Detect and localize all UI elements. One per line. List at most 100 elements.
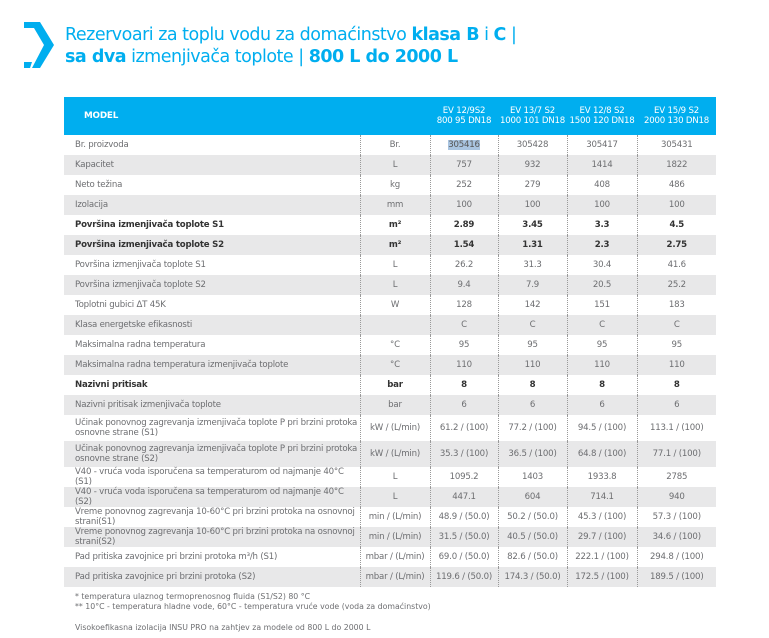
title-text: izmenjivača toplote | [126,47,309,67]
row-label: Površina izmenjivača toplote S2 [75,280,206,290]
row-value: 20.5 [566,275,637,295]
row-label: Površina izmenjivača toplote S2 [75,240,224,250]
row-value: 94.5 / (100) [566,415,637,441]
row-value: 26.2 [429,255,498,275]
table-row: V40 - vruća voda isporučena sa temperatu… [64,487,716,507]
row-value: 100 [497,195,567,215]
row-value: 34.6 / (100) [636,527,716,547]
row-value: 305428 [497,135,567,155]
row-value: 189.5 / (100) [636,567,716,587]
row-value: 294.8 / (100) [636,547,716,567]
page-title: Rezervoari za toplu vodu za domaćinstvo … [65,24,517,68]
row-value: 100 [636,195,716,215]
row-value: 48.9 / (50.0) [429,507,498,527]
row-unit: W [359,295,430,315]
row-value: 100 [566,195,637,215]
table-row: Maksimalna radna temperatura °C 95 95 95 95 [64,335,716,355]
table-header: MODEL EV 12/9S2 800 95 DN18 EV 13/7 S2 100… [64,97,716,135]
row-value: 142 [497,295,567,315]
table-row: Pad pritiska zavojnice pri brzini protok… [64,567,716,587]
title-text: i [479,25,494,45]
row-value: 486 [636,175,716,195]
row-label: V40 - vruća voda isporučena sa temperatu… [75,467,344,487]
row-value: 110 [636,355,716,375]
table-row: V40 - vruća voda isporučena sa temperatu… [64,467,716,487]
row-value: 77.1 / (100) [636,441,716,467]
row-unit: m² [359,235,430,255]
row-value: 6 [497,395,567,415]
row-value: 8 [566,375,637,395]
header-unit [360,97,430,135]
table-row: Toplotni gubici ΔT 45K W 128 142 151 183 [64,295,716,315]
row-unit: L [359,487,430,507]
row-value: 174.3 / (50.0) [497,567,567,587]
row-value: 95 [497,335,567,355]
header-model: MODEL [64,97,360,135]
title-bold: C [493,25,507,45]
row-value: 41.6 [636,255,716,275]
row-value: 29.7 / (100) [566,527,637,547]
row-value: 714.1 [566,487,637,507]
row-value: 40.5 / (50.0) [497,527,567,547]
row-value: 183 [636,295,716,315]
row-value: 252 [429,175,498,195]
row-value: 2785 [636,467,716,487]
row-unit: m² [359,215,430,235]
row-value: 222.1 / (100) [566,547,637,567]
row-unit: mbar / (L/min) [359,547,430,567]
row-value: C [497,315,567,335]
row-unit: °C [359,355,430,375]
row-value: 119.6 / (50.0) [429,567,498,587]
row-value: 113.1 / (100) [636,415,716,441]
row-value: 8 [636,375,716,395]
row-label: Klasa energetske efikasnosti [75,320,193,330]
row-label: Nazivni pritisak [75,380,148,390]
row-unit: °C [359,335,430,355]
row-value: 151 [566,295,637,315]
brand-chevron-icon [24,22,54,68]
row-value: 100 [429,195,498,215]
row-unit: min / (L/min) [359,527,430,547]
footnote: Visokoefikasna izolacija INSU PRO na zah… [75,623,371,632]
row-unit: kW / (L/min) [359,441,430,467]
table-row: Nazivni pritisak bar 8 8 8 8 [64,375,716,395]
row-value: 757 [429,155,498,175]
row-label: Vreme ponovnog zagrevanja 10-60°C pri br… [75,507,355,527]
row-value: 1.31 [497,235,567,255]
row-value: 4.5 [636,215,716,235]
title-text: Rezervoari za toplu vodu za domaćinstvo [65,25,412,45]
table-row: Vreme ponovnog zagrevanja 10-60°C pri br… [64,527,716,547]
row-label: Pad pritiska zavojnice pri brzini protok… [75,572,256,582]
row-value: 6 [429,395,498,415]
row-value: 77.2 / (100) [497,415,567,441]
header-model-col: EV 13/7 S2 1000 101 DN18 [498,97,567,135]
row-value: 6 [566,395,637,415]
row-value: 932 [497,155,567,175]
row-value: 7.9 [497,275,567,295]
row-label: Maksimalna radna temperatura [75,340,206,350]
row-value: 1403 [497,467,567,487]
header-model-col: EV 12/9S2 800 95 DN18 [430,97,498,135]
row-value: 8 [497,375,567,395]
header-model-col: EV 15/9 S2 2000 130 DN18 [637,97,716,135]
table-row: Maksimalna radna temperatura izmenjivača… [64,355,716,375]
row-value: 30.4 [566,255,637,275]
table-row: Kapacitet L 757 932 1414 1822 [64,155,716,175]
row-unit: L [359,155,430,175]
row-label: V40 - vruća voda isporučena sa temperatu… [75,487,344,507]
row-value: 3.3 [566,215,637,235]
row-value: 69.0 / (50.0) [429,547,498,567]
row-value: 82.6 / (50.0) [497,547,567,567]
row-value: 447.1 [429,487,498,507]
row-value: 1.54 [429,235,498,255]
row-value: 305416 [429,135,498,155]
row-label: Nazivni pritisak izmenjivača toplote [75,400,221,410]
row-unit: L [359,255,430,275]
row-label: Kapacitet [75,160,114,170]
row-value: 1414 [566,155,637,175]
row-value: 8 [429,375,498,395]
row-value: 940 [636,487,716,507]
footnotes: * temperatura ulaznog termoprenosnog flu… [75,592,431,633]
row-value: 110 [566,355,637,375]
row-label: Maksimalna radna temperatura izmenjivača… [75,360,289,370]
